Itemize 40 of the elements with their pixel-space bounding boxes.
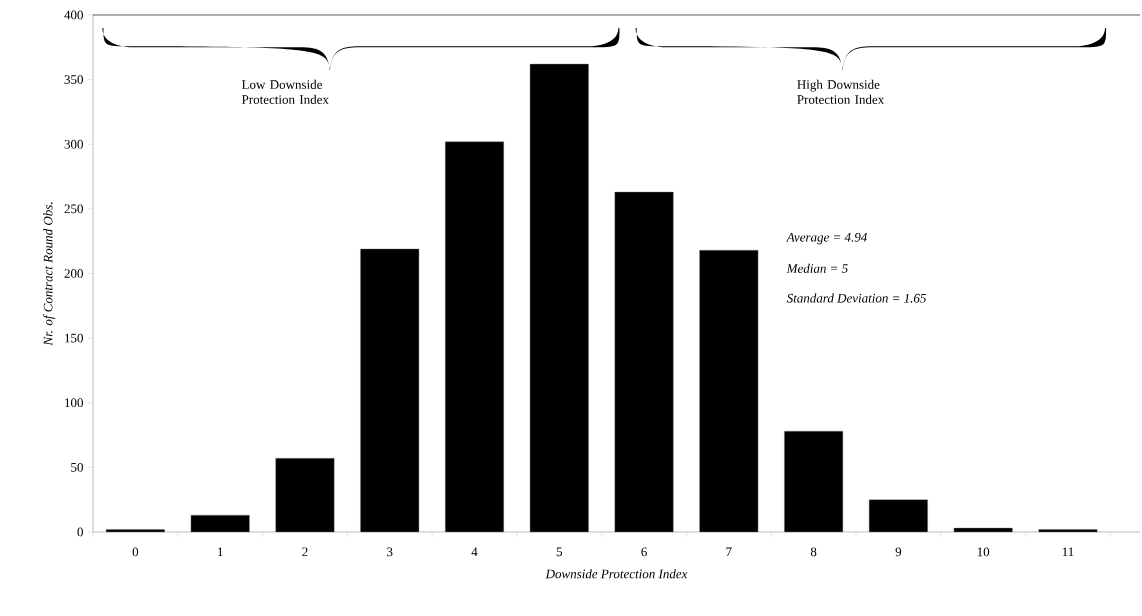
annotation: High Downside Protection Index [797, 79, 885, 104]
bar [699, 250, 759, 533]
y-tick-label: 50 [71, 462, 83, 472]
x-tick-label: 11 [1062, 547, 1074, 557]
x-tick-label: 4 [471, 547, 478, 557]
bar [529, 63, 589, 533]
y-tick-label: 350 [64, 75, 83, 84]
y-tick-label: 0 [77, 527, 83, 537]
bar [105, 529, 165, 533]
bar [275, 458, 335, 533]
annotation: Median = 5 [786, 263, 848, 273]
y-tick-label: 250 [64, 204, 83, 214]
x-tick-label: 2 [302, 547, 308, 557]
y-tick-label: 200 [64, 269, 83, 278]
x-tick-label: 3 [387, 547, 393, 557]
x-axis-title: Downside Protection Index [545, 569, 688, 579]
bar [953, 527, 1013, 533]
bar [445, 141, 504, 533]
y-tick-label: 300 [64, 139, 83, 149]
annotation: Low Downside Protection Index [241, 79, 329, 104]
annotation: Average = 4.94 [785, 232, 868, 245]
y-tick-label: 100 [65, 398, 83, 408]
bar [614, 191, 674, 533]
x-tick-label: 8 [810, 547, 817, 557]
x-tick-label: 0 [132, 547, 139, 557]
bar [868, 499, 928, 533]
bar [1038, 529, 1098, 533]
y-tick-label: 150 [65, 333, 83, 343]
x-tick-label: 6 [641, 547, 647, 557]
bar [784, 430, 844, 533]
x-tick-label: 1 [218, 547, 223, 557]
bar [190, 514, 250, 533]
x-tick-label: 5 [556, 547, 563, 557]
annotation: Standard Deviation = 1.65 [786, 293, 927, 303]
x-tick-label: 10 [977, 547, 990, 557]
y-tick-label: 400 [64, 10, 83, 20]
bar [360, 248, 420, 533]
y-axis-title: Nr. of Contract Round Obs. [43, 202, 56, 346]
x-tick-label: 7 [726, 547, 732, 557]
x-tick-label: 9 [895, 547, 902, 557]
